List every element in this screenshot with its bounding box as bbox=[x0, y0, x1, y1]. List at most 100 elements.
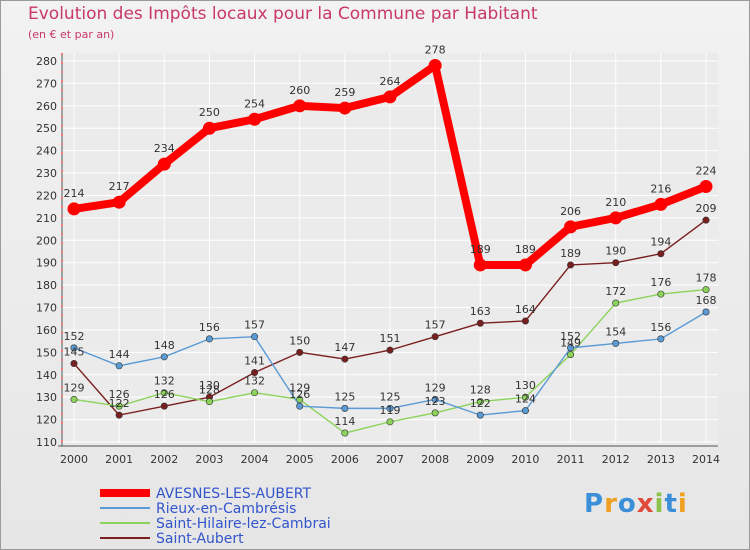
data-point bbox=[341, 429, 349, 437]
data-point bbox=[657, 290, 665, 298]
data-label: 163 bbox=[470, 305, 491, 318]
data-label: 254 bbox=[244, 97, 265, 110]
data-point bbox=[702, 286, 710, 294]
x-tick-label: 2000 bbox=[60, 453, 88, 466]
data-point bbox=[112, 195, 126, 209]
data-point bbox=[115, 402, 123, 410]
axes: 110 120 130 140 150 160 170 180 190 200 210 220 230 2… bbox=[36, 53, 720, 466]
data-label: 259 bbox=[334, 86, 355, 99]
data-label: 151 bbox=[380, 332, 401, 345]
data-point bbox=[612, 259, 620, 267]
data-label: 123 bbox=[425, 395, 446, 408]
y-tick-label: 110 bbox=[36, 436, 57, 449]
data-label: 154 bbox=[605, 325, 626, 338]
data-point bbox=[67, 202, 81, 216]
data-label: 114 bbox=[334, 415, 355, 428]
logo-letter: i bbox=[677, 489, 688, 519]
data-point bbox=[251, 369, 259, 377]
data-label: 234 bbox=[154, 142, 175, 155]
data-point bbox=[296, 348, 304, 356]
data-label: 209 bbox=[696, 202, 717, 215]
data-label: 260 bbox=[289, 84, 310, 97]
logo-letter: P bbox=[584, 489, 605, 519]
data-point bbox=[473, 258, 487, 272]
data-label: 210 bbox=[605, 196, 626, 209]
data-point bbox=[702, 308, 710, 316]
data-point bbox=[657, 250, 665, 258]
data-point bbox=[338, 101, 352, 115]
data-point bbox=[386, 404, 394, 412]
legend-entry: Saint-Aubert bbox=[156, 531, 244, 547]
data-label: 128 bbox=[199, 384, 220, 397]
data-label: 190 bbox=[605, 245, 626, 258]
data-label: 149 bbox=[560, 337, 581, 350]
data-point bbox=[431, 409, 439, 417]
chart-title: Evolution des Impôts locaux pour la Comm… bbox=[28, 4, 538, 24]
y-tick-label: 280 bbox=[36, 55, 57, 68]
data-point bbox=[70, 395, 78, 403]
data-point bbox=[518, 258, 532, 272]
data-point bbox=[386, 346, 394, 354]
data-label: 264 bbox=[380, 75, 401, 88]
data-label: 150 bbox=[289, 334, 310, 347]
y-tick-label: 220 bbox=[36, 189, 57, 202]
data-label: 141 bbox=[244, 355, 265, 368]
data-point bbox=[70, 360, 78, 368]
x-tick-label: 2006 bbox=[331, 453, 359, 466]
data-label: 145 bbox=[64, 346, 85, 359]
data-point bbox=[699, 180, 713, 194]
data-point bbox=[476, 398, 484, 406]
data-label: 278 bbox=[425, 43, 446, 56]
y-tick-label: 270 bbox=[36, 77, 57, 90]
data-label: 216 bbox=[650, 182, 671, 195]
data-label: 189 bbox=[470, 243, 491, 256]
data-label: 126 bbox=[289, 388, 310, 401]
y-tick-label: 200 bbox=[36, 234, 57, 247]
data-point bbox=[115, 411, 123, 419]
y-tick-label: 240 bbox=[36, 145, 57, 158]
chart-subtitle: (en € et par an) bbox=[28, 28, 115, 41]
data-point bbox=[293, 99, 307, 113]
data-label: 144 bbox=[109, 348, 130, 361]
data-label: 168 bbox=[696, 294, 717, 307]
data-point bbox=[296, 395, 304, 403]
y-tick-label: 140 bbox=[36, 369, 57, 382]
data-label: 224 bbox=[696, 165, 717, 178]
data-point bbox=[564, 220, 578, 234]
x-tick-label: 2002 bbox=[150, 453, 178, 466]
data-point bbox=[251, 333, 259, 341]
x-tick-label: 2011 bbox=[557, 453, 585, 466]
data-label: 217 bbox=[109, 180, 130, 193]
data-point bbox=[521, 407, 529, 415]
data-label: 124 bbox=[515, 393, 536, 406]
legend-entry: Saint-Hilaire-lez-Cambrai bbox=[156, 516, 331, 532]
data-label: 128 bbox=[470, 384, 491, 397]
data-point bbox=[476, 411, 484, 419]
y-tick-label: 160 bbox=[36, 324, 57, 337]
x-tick-label: 2001 bbox=[105, 453, 133, 466]
data-point bbox=[160, 353, 168, 361]
x-tick-label: 2003 bbox=[195, 453, 223, 466]
y-tick-label: 150 bbox=[36, 346, 57, 359]
data-label: 129 bbox=[425, 381, 446, 394]
data-label: 157 bbox=[425, 319, 446, 332]
data-point bbox=[428, 58, 442, 72]
data-point bbox=[248, 112, 262, 126]
data-label: 178 bbox=[696, 272, 717, 285]
y-tick-label: 180 bbox=[36, 279, 57, 292]
data-label: 125 bbox=[334, 390, 355, 403]
data-point bbox=[160, 389, 168, 397]
data-label: 156 bbox=[199, 321, 220, 334]
x-tick-label: 2008 bbox=[421, 453, 449, 466]
data-point bbox=[205, 398, 213, 406]
data-point bbox=[386, 418, 394, 426]
data-point bbox=[657, 335, 665, 343]
data-label: 152 bbox=[560, 330, 581, 343]
data-label: 129 bbox=[64, 381, 85, 394]
data-label: 130 bbox=[515, 379, 536, 392]
data-label: 214 bbox=[64, 187, 85, 200]
data-label: 147 bbox=[334, 341, 355, 354]
data-label: 189 bbox=[560, 247, 581, 260]
data-point bbox=[202, 121, 216, 135]
